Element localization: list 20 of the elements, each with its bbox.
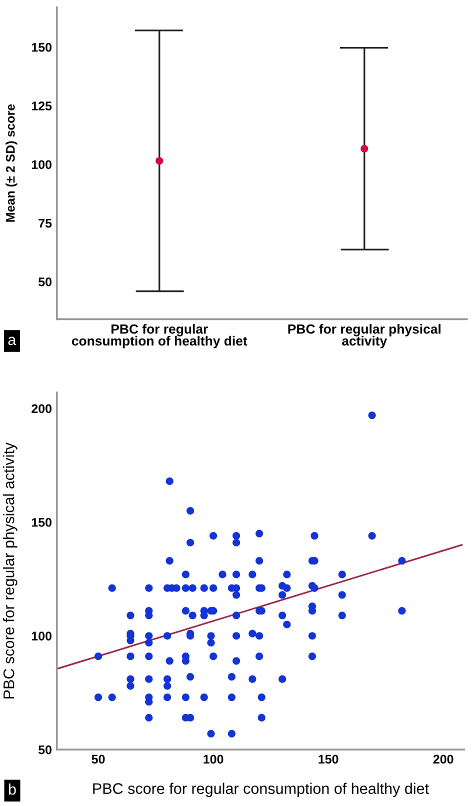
y-tick-label: 150 — [32, 42, 52, 52]
x-tick-label: PBC for regular physical activity — [288, 324, 440, 348]
y-tick-label: 100 — [32, 160, 52, 170]
y-tick-label: 125 — [32, 102, 52, 110]
x-tick-label: 100 — [204, 754, 224, 764]
x-tick-label: PBC for regular consumption of healthy diet — [72, 324, 248, 348]
y-tick-label: 200 — [32, 404, 52, 414]
y-tick-label: 50 — [38, 277, 52, 286]
x-axis-title: PBC score for regular consumption of healthy diet — [93, 782, 429, 797]
text: a — [8, 336, 16, 346]
y-axis-title: PBC score for regular physical activity — [3, 442, 18, 698]
y-tick-label: 100 — [32, 632, 52, 641]
x-tick-label: 150 — [318, 754, 338, 764]
x-tick-label: 50 — [92, 754, 105, 764]
y-tick-label: 50 — [38, 745, 52, 754]
y-axis-title: Mean (± 2 SD) score — [6, 104, 18, 222]
y-tick-label: 75 — [38, 218, 52, 228]
x-tick-label: 200 — [433, 754, 454, 764]
text: b — [9, 784, 16, 795]
y-tick-label: 150 — [32, 518, 52, 527]
